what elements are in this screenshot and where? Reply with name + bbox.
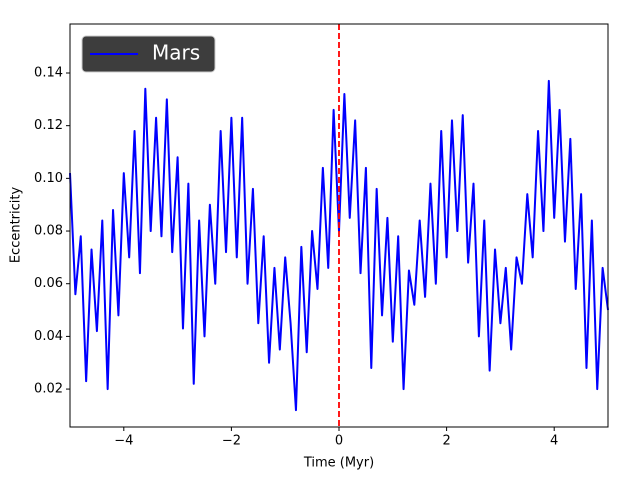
y-tick-label: 0.08 xyxy=(34,224,63,239)
x-tick-label: 0 xyxy=(335,434,343,449)
y-tick-label: 0.02 xyxy=(34,382,63,397)
x-tick-label: 4 xyxy=(550,434,558,449)
legend-label: Mars xyxy=(152,41,200,65)
y-tick-label: 0.12 xyxy=(34,118,63,133)
x-tick-label: −2 xyxy=(222,434,241,449)
x-axis-label: Time (Myr) xyxy=(303,456,374,471)
y-tick-label: 0.04 xyxy=(34,329,63,344)
legend-box xyxy=(81,35,216,73)
x-tick-label: 2 xyxy=(442,434,450,449)
y-tick-label: 0.14 xyxy=(34,65,63,80)
plot-frame xyxy=(69,23,609,428)
y-tick-label: 0.10 xyxy=(34,171,63,186)
x-tick-label: −4 xyxy=(114,434,133,449)
legend: Mars xyxy=(81,35,216,73)
y-tick-label: 0.06 xyxy=(34,276,63,291)
y-axis-label: Eccentricity xyxy=(9,187,24,264)
